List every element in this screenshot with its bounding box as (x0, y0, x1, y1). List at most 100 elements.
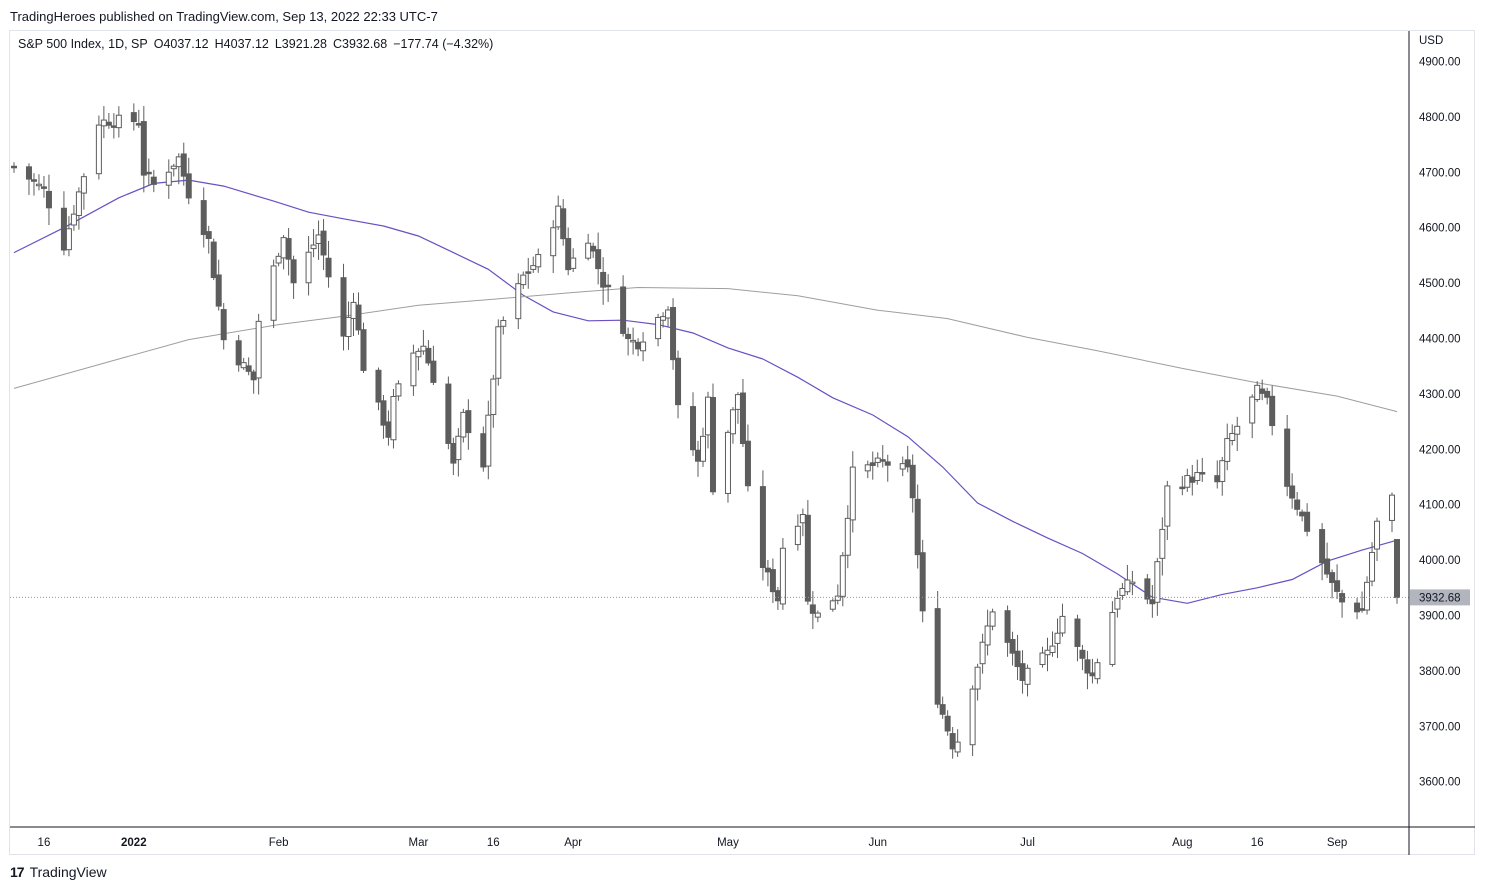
candle (1094, 658, 1101, 684)
candle-body-down (145, 171, 152, 175)
candle (869, 451, 876, 480)
candle (1124, 564, 1131, 595)
candle (1089, 658, 1096, 684)
x-tick-label: Mar (409, 837, 429, 849)
candle (390, 388, 397, 449)
candle-body-up (700, 435, 707, 462)
candle-body-up (969, 688, 976, 746)
candle-body-down (690, 406, 697, 451)
ohlc-legend: S&P 500 Index, 1D, SP O4037.12 H4037.12 L39… (18, 37, 499, 51)
candle (80, 173, 87, 210)
candle (1329, 569, 1336, 599)
tradingview-logo-icon: 17 (10, 864, 25, 880)
candle-body-down (1334, 580, 1341, 592)
candle (35, 174, 42, 191)
candle (1259, 379, 1266, 401)
candle (949, 727, 956, 759)
candle (1229, 424, 1236, 446)
candle-body-up (655, 316, 662, 340)
candle-body-up (115, 114, 122, 129)
candle-body-up (350, 301, 357, 319)
candle-body-up (660, 316, 667, 321)
candle-body-down (675, 357, 682, 406)
candle-body-up (420, 345, 427, 352)
candle-body-down (340, 277, 347, 337)
candle (215, 259, 222, 311)
candle (984, 609, 991, 656)
y-tick-label: 3600.00 (1419, 777, 1461, 789)
legend-low: L3921.28 (274, 37, 327, 51)
candle-body-down (1074, 618, 1081, 647)
candle (690, 392, 697, 456)
candle (1319, 523, 1326, 581)
candle (969, 685, 976, 757)
candle-body-up (555, 205, 562, 228)
tradingview-brand: TradingView (29, 864, 107, 880)
candle-body-up (1039, 652, 1046, 666)
candle-body-down (385, 421, 392, 438)
candle-body-up (1044, 649, 1051, 656)
candle (1149, 585, 1156, 618)
candle (145, 158, 152, 186)
candle-body-down (30, 179, 37, 182)
candle-body-down (105, 121, 112, 126)
candle-body-up (1129, 581, 1136, 585)
candle (1154, 557, 1161, 616)
candle-body-up (535, 254, 542, 268)
candle (1054, 618, 1061, 659)
candle (675, 350, 682, 419)
candle (1199, 457, 1206, 482)
candle-body-down (919, 552, 926, 612)
candle (30, 173, 37, 196)
candle-body-down (1144, 578, 1151, 600)
candle-body-down (600, 271, 607, 288)
x-tick-label: 2022 (121, 837, 147, 849)
candle (1219, 456, 1226, 496)
candle (255, 313, 262, 395)
candle (275, 252, 282, 267)
y-tick-label: 4100.00 (1419, 500, 1461, 512)
candle-body-down (590, 245, 597, 252)
candle-body-up (984, 625, 991, 646)
candle (704, 391, 711, 449)
candle-body-down (949, 733, 956, 750)
candle (1014, 634, 1021, 680)
candle (100, 106, 107, 139)
candle (1324, 542, 1331, 579)
candle (550, 220, 557, 274)
candle-body-up (1164, 485, 1171, 527)
candle (465, 399, 472, 450)
candle (874, 452, 881, 468)
candle (25, 163, 32, 195)
candle (595, 232, 602, 285)
candle-body-up (954, 741, 961, 753)
candle (709, 383, 716, 496)
y-tick-label: 4200.00 (1419, 444, 1461, 456)
candle (1374, 517, 1381, 562)
candle-body-down (944, 715, 951, 732)
candle-body-up (779, 547, 786, 605)
candle (1039, 646, 1046, 668)
candle (130, 103, 137, 131)
candle (170, 163, 177, 177)
candle (1304, 503, 1311, 537)
candle (635, 338, 642, 357)
candle-body-down (869, 462, 876, 466)
candle-body-up (255, 320, 262, 379)
candle (939, 696, 946, 719)
candle-body-up (95, 124, 102, 175)
candle-body-up (630, 339, 637, 343)
candle (1189, 464, 1196, 496)
candle (430, 345, 437, 386)
candle-body-down (1269, 395, 1276, 427)
candle (1144, 574, 1151, 605)
candle (944, 710, 951, 736)
tradingview-footer[interactable]: 17 TradingView (10, 864, 107, 880)
y-tick-label: 4400.00 (1419, 334, 1461, 346)
candle (809, 591, 816, 630)
candle (455, 428, 462, 477)
candle-body-down (465, 410, 472, 434)
candle-body-up (989, 611, 996, 627)
candle-body-up (395, 383, 402, 397)
